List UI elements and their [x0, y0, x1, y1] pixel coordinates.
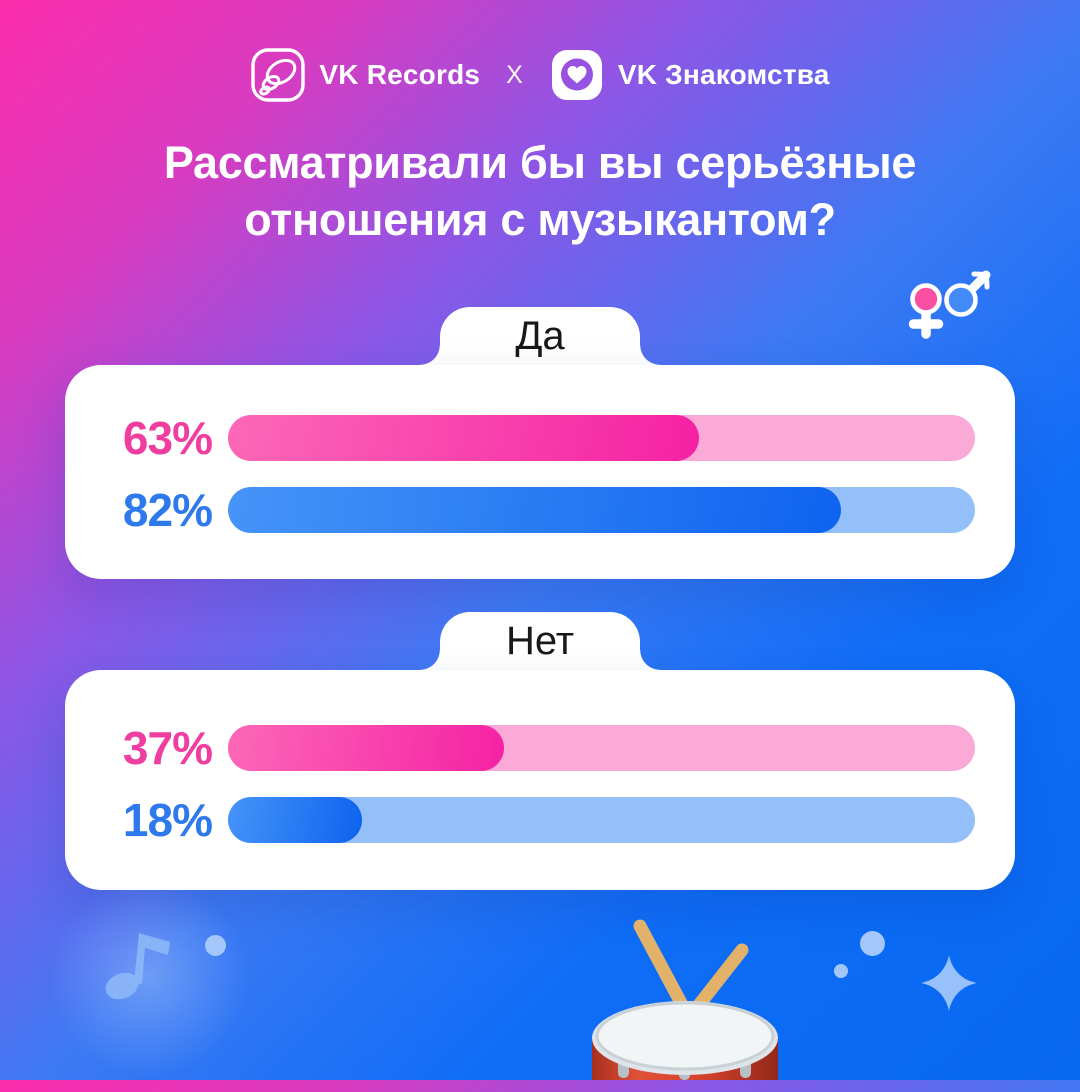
bar-row-yes-male: 82%: [65, 484, 1015, 536]
bar-track-female: [228, 415, 975, 461]
tab-fillet: [640, 345, 660, 365]
decor-dot: [860, 931, 885, 956]
gender-legend: [908, 270, 991, 339]
male-gender-icon: [944, 270, 991, 317]
bar-fill-female: [228, 725, 505, 771]
percent-label: 18%: [122, 794, 213, 846]
decor-dot: [205, 935, 226, 956]
drum-emoji: [592, 919, 778, 1080]
decor-dot: [834, 964, 848, 978]
bar-track-male: [228, 487, 975, 533]
tab-fillet: [420, 650, 440, 670]
tab-fillet: [420, 345, 440, 365]
note-glow: [34, 862, 264, 1092]
answer-tab-no-label: Нет: [505, 619, 575, 663]
title-line-1: Рассматривали бы вы серьёзные: [163, 137, 917, 188]
answer-card-yes: 63% 82%: [65, 365, 1015, 579]
bar-fill-male: [228, 487, 841, 533]
tab-fillet: [640, 650, 660, 670]
collab-x-separator: X: [506, 60, 523, 89]
bar-fill-male: [228, 797, 363, 843]
answer-card-no: 37% 18%: [65, 670, 1015, 890]
percent-label: 82%: [122, 484, 213, 536]
bar-row-yes-female: 63%: [65, 412, 1015, 464]
sparkle-icon: [921, 955, 977, 1011]
bar-track-female: [228, 725, 975, 771]
bar-fill-female: [228, 415, 699, 461]
music-note-icon: [105, 933, 170, 1000]
title-line-2: отношения с музыкантом?: [244, 194, 836, 245]
percent-label: 37%: [122, 722, 213, 774]
bar-row-no-female: 37%: [65, 722, 1015, 774]
answer-tab-yes-label: Да: [515, 314, 565, 358]
vk-records-label: VK Records: [319, 59, 481, 90]
bar-track-male: [228, 797, 975, 843]
vk-records-app-icon: [251, 48, 306, 102]
brand-header: VK Records X VK Знакомства: [0, 46, 1080, 104]
poll-question-title: Рассматривали бы вы серьёзные отношения …: [0, 134, 1080, 248]
percent-label: 63%: [122, 412, 213, 464]
vk-records-brand: VK Records: [250, 47, 480, 103]
vk-dating-app-icon: [551, 50, 602, 100]
vk-dating-brand: VK Знакомства: [549, 47, 830, 103]
female-gender-icon: [908, 283, 944, 339]
bar-row-no-male: 18%: [65, 794, 1015, 846]
vk-dating-label: VK Знакомства: [617, 59, 830, 90]
